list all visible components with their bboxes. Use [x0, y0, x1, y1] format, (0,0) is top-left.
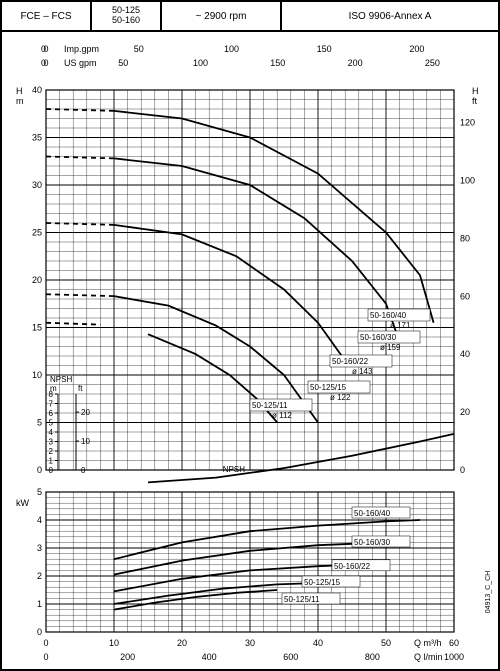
chart-svg: Imp.gpm050100150200US gpm050100150200250… — [2, 32, 498, 671]
svg-text:40: 40 — [313, 638, 323, 648]
svg-text:ø 122: ø 122 — [330, 393, 351, 402]
svg-text:NPSH: NPSH — [50, 375, 72, 384]
svg-text:15: 15 — [32, 323, 42, 333]
svg-text:H: H — [472, 86, 479, 96]
svg-text:50-160/40: 50-160/40 — [354, 509, 391, 518]
svg-text:0: 0 — [43, 638, 48, 648]
svg-text:2: 2 — [37, 571, 42, 581]
svg-text:6: 6 — [49, 409, 54, 418]
svg-text:H: H — [16, 86, 23, 96]
svg-text:50-160/30: 50-160/30 — [354, 538, 391, 547]
svg-text:ft: ft — [472, 96, 478, 106]
header-model: FCE – FCS — [2, 2, 92, 30]
svg-text:30: 30 — [245, 638, 255, 648]
svg-text:120: 120 — [460, 118, 475, 128]
svg-text:40: 40 — [460, 349, 470, 359]
svg-text:50: 50 — [381, 638, 391, 648]
svg-text:600: 600 — [283, 652, 298, 662]
svg-text:5: 5 — [49, 419, 54, 428]
header-standard: ISO 9906-Annex A — [282, 2, 498, 30]
svg-text:50: 50 — [134, 44, 144, 54]
svg-text:0: 0 — [41, 58, 46, 68]
svg-text:ø 171: ø 171 — [390, 321, 411, 330]
svg-text:60: 60 — [449, 638, 459, 648]
header-sizes: 50-125 50-160 — [92, 2, 162, 30]
svg-text:50-160/30: 50-160/30 — [360, 333, 397, 342]
svg-text:20: 20 — [460, 407, 470, 417]
svg-text:ft: ft — [78, 384, 83, 393]
svg-text:150: 150 — [270, 58, 285, 68]
svg-text:1: 1 — [37, 599, 42, 609]
header-row: FCE – FCS 50-125 50-160 ~ 2900 rpm ISO 9… — [2, 2, 498, 32]
svg-text:50-160/40: 50-160/40 — [370, 311, 407, 320]
svg-text:ø 143: ø 143 — [352, 367, 373, 376]
svg-text:80: 80 — [460, 233, 470, 243]
svg-text:200: 200 — [409, 44, 424, 54]
svg-text:100: 100 — [460, 175, 475, 185]
svg-text:ø 112: ø 112 — [272, 411, 292, 420]
svg-text:0: 0 — [81, 466, 86, 475]
svg-text:3: 3 — [37, 543, 42, 553]
svg-text:10: 10 — [81, 437, 90, 446]
svg-text:20: 20 — [81, 408, 90, 417]
svg-text:40: 40 — [32, 85, 42, 95]
svg-text:10: 10 — [109, 638, 119, 648]
svg-text:50-125/15: 50-125/15 — [310, 383, 347, 392]
header-size-2: 50-160 — [112, 16, 140, 26]
svg-text:US gpm: US gpm — [64, 58, 97, 68]
svg-text:1: 1 — [49, 457, 54, 466]
svg-text:7: 7 — [49, 400, 54, 409]
svg-text:1000: 1000 — [444, 652, 464, 662]
svg-text:250: 250 — [425, 58, 440, 68]
svg-text:4: 4 — [49, 428, 54, 437]
svg-text:200: 200 — [348, 58, 363, 68]
svg-text:Imp.gpm: Imp.gpm — [64, 44, 99, 54]
svg-text:20: 20 — [177, 638, 187, 648]
svg-text:0: 0 — [37, 627, 42, 637]
chart-area: Imp.gpm050100150200US gpm050100150200250… — [2, 32, 498, 669]
svg-text:04913_C_CH: 04913_C_CH — [485, 571, 492, 613]
svg-text:0: 0 — [460, 465, 465, 475]
svg-text:100: 100 — [193, 58, 208, 68]
svg-text:0: 0 — [43, 652, 48, 662]
svg-text:50-160/22: 50-160/22 — [332, 357, 369, 366]
svg-text:NPSH: NPSH — [223, 465, 245, 474]
svg-text:2: 2 — [49, 447, 54, 456]
svg-text:50-125/15: 50-125/15 — [304, 578, 341, 587]
svg-text:50-160/22: 50-160/22 — [334, 562, 371, 571]
header-rpm: ~ 2900 rpm — [162, 2, 282, 30]
svg-text:3: 3 — [49, 438, 54, 447]
svg-text:50-125/11: 50-125/11 — [284, 595, 320, 604]
svg-text:50: 50 — [118, 58, 128, 68]
svg-text:50-125/11: 50-125/11 — [252, 401, 288, 410]
svg-text:150: 150 — [317, 44, 332, 54]
svg-text:0: 0 — [41, 44, 46, 54]
svg-text:Q m³/h: Q m³/h — [414, 638, 442, 648]
svg-text:10: 10 — [32, 370, 42, 380]
svg-text:30: 30 — [32, 180, 42, 190]
svg-text:ø 159: ø 159 — [380, 343, 401, 352]
svg-text:200: 200 — [120, 652, 135, 662]
svg-text:m: m — [16, 96, 24, 106]
svg-text:25: 25 — [32, 228, 42, 238]
svg-text:Q l/min: Q l/min — [414, 652, 443, 662]
svg-text:0: 0 — [49, 466, 54, 475]
svg-text:60: 60 — [460, 291, 470, 301]
pump-curve-sheet: FCE – FCS 50-125 50-160 ~ 2900 rpm ISO 9… — [0, 0, 500, 671]
svg-text:4: 4 — [37, 515, 42, 525]
svg-text:800: 800 — [365, 652, 380, 662]
svg-text:100: 100 — [224, 44, 239, 54]
svg-text:0: 0 — [37, 465, 42, 475]
svg-text:kW: kW — [16, 498, 30, 508]
svg-text:20: 20 — [32, 275, 42, 285]
svg-text:400: 400 — [202, 652, 217, 662]
svg-text:35: 35 — [32, 133, 42, 143]
svg-text:m: m — [50, 384, 57, 393]
svg-text:5: 5 — [37, 418, 42, 428]
svg-text:5: 5 — [37, 487, 42, 497]
